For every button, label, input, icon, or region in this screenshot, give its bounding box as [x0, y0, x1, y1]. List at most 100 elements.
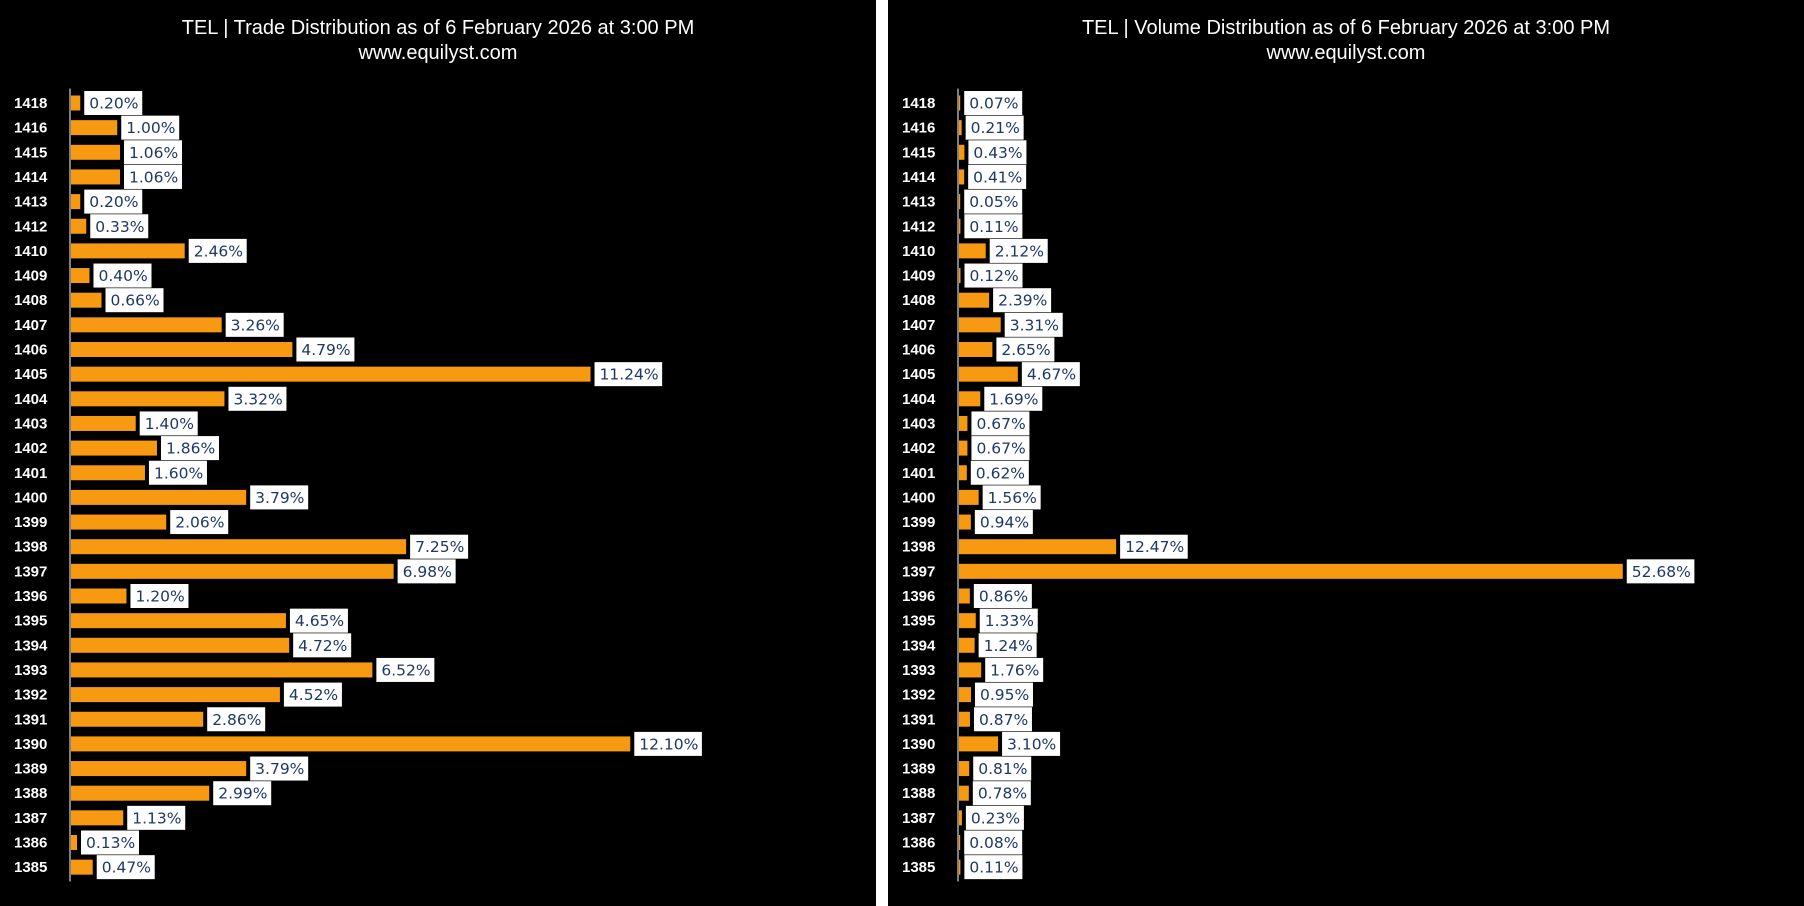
category-label: 1410 [902, 243, 935, 260]
data-label-box [973, 584, 1032, 608]
bar [71, 342, 293, 357]
data-label: 0.11% [969, 859, 1018, 877]
bar [71, 588, 127, 604]
data-label: 0.86% [979, 588, 1028, 606]
data-label: 1.06% [129, 168, 178, 186]
data-label-box [293, 633, 352, 658]
data-label: 0.20% [89, 193, 138, 211]
category-label: 1386 [902, 835, 935, 852]
data-label: 0.94% [980, 514, 1029, 532]
data-label: 0.87% [979, 711, 1028, 729]
category-label: 1397 [14, 563, 47, 580]
category-label: 1406 [902, 342, 935, 359]
data-label-box [410, 534, 469, 559]
bar [959, 342, 993, 357]
data-label-box [993, 288, 1052, 313]
data-label: 12.10% [639, 735, 698, 753]
bar [71, 835, 78, 850]
bar [71, 514, 167, 530]
data-label-box [1002, 731, 1061, 756]
data-label: 1.33% [985, 612, 1034, 630]
category-label: 1405 [14, 366, 47, 383]
category-label: 1400 [14, 489, 47, 506]
bar [71, 859, 93, 875]
bar [71, 785, 210, 801]
data-label-box [989, 238, 1048, 263]
data-label-box [84, 91, 143, 115]
category-label: 1394 [14, 637, 48, 654]
bar [71, 95, 81, 111]
chart-title: TEL | Trade Distribution as of 6 Februar… [181, 17, 695, 39]
data-label-box [985, 657, 1044, 682]
data-label-box [296, 337, 355, 362]
data-label: 3.79% [255, 760, 304, 778]
category-label: 1406 [14, 342, 47, 359]
data-label-box [170, 510, 229, 535]
bar [959, 662, 982, 678]
data-label: 0.12% [970, 267, 1019, 285]
data-label-box [283, 682, 342, 707]
data-label-box [376, 657, 435, 682]
category-label: 1401 [14, 465, 47, 482]
data-label: 0.62% [976, 464, 1025, 482]
data-label: 1.24% [984, 637, 1033, 655]
category-label: 1399 [902, 514, 935, 531]
category-label: 1392 [14, 687, 47, 704]
category-label: 1388 [902, 785, 935, 802]
data-label-box [228, 386, 287, 411]
bar [71, 243, 185, 259]
data-label: 2.65% [1001, 341, 1050, 359]
category-label: 1398 [14, 539, 47, 556]
bar [959, 366, 1018, 382]
bar [959, 169, 965, 185]
data-label-box [979, 608, 1038, 633]
data-label: 0.11% [969, 218, 1018, 236]
bar [71, 539, 407, 555]
category-label: 1416 [14, 120, 47, 137]
data-label-box [213, 781, 272, 806]
bar [71, 563, 394, 579]
bar [959, 563, 1623, 579]
bar [71, 736, 631, 752]
category-label: 1392 [902, 687, 935, 704]
category-label: 1395 [902, 613, 935, 630]
bar [959, 588, 970, 604]
category-label: 1403 [902, 415, 935, 432]
chart-subtitle: www.equilyst.com [358, 42, 518, 64]
data-label-box [978, 633, 1037, 658]
data-label: 4.72% [298, 637, 347, 655]
category-label: 1394 [902, 637, 936, 654]
data-label-box [139, 411, 198, 436]
data-label: 1.69% [989, 390, 1038, 408]
bar [71, 711, 204, 727]
bar [71, 440, 157, 456]
category-label: 1414 [902, 169, 936, 186]
data-label: 0.67% [976, 440, 1025, 458]
data-label-box [84, 189, 143, 214]
data-label-box [250, 485, 309, 510]
bar [959, 243, 986, 259]
data-label: 2.39% [998, 292, 1047, 310]
bar [71, 317, 222, 333]
data-label-box [160, 436, 219, 461]
data-label: 1.86% [166, 440, 215, 458]
bar [71, 268, 90, 284]
data-label: 2.06% [175, 514, 224, 532]
category-label: 1418 [14, 95, 47, 112]
bar [959, 687, 971, 703]
category-label: 1407 [14, 317, 47, 334]
category-label: 1410 [14, 243, 47, 260]
data-label: 0.40% [98, 267, 147, 285]
bar [71, 391, 225, 407]
data-label-box [105, 288, 164, 313]
volume-distribution-panel: TEL | Volume Distribution as of 6 Februa… [888, 0, 1804, 906]
data-label-box [1004, 312, 1063, 337]
data-label-box [93, 263, 152, 288]
data-label-box [974, 510, 1033, 535]
category-label: 1408 [902, 292, 935, 309]
category-label: 1391 [14, 711, 47, 728]
category-label: 1402 [14, 440, 47, 457]
category-label: 1418 [902, 95, 935, 112]
bar [71, 465, 145, 481]
data-label: 4.79% [301, 341, 350, 359]
